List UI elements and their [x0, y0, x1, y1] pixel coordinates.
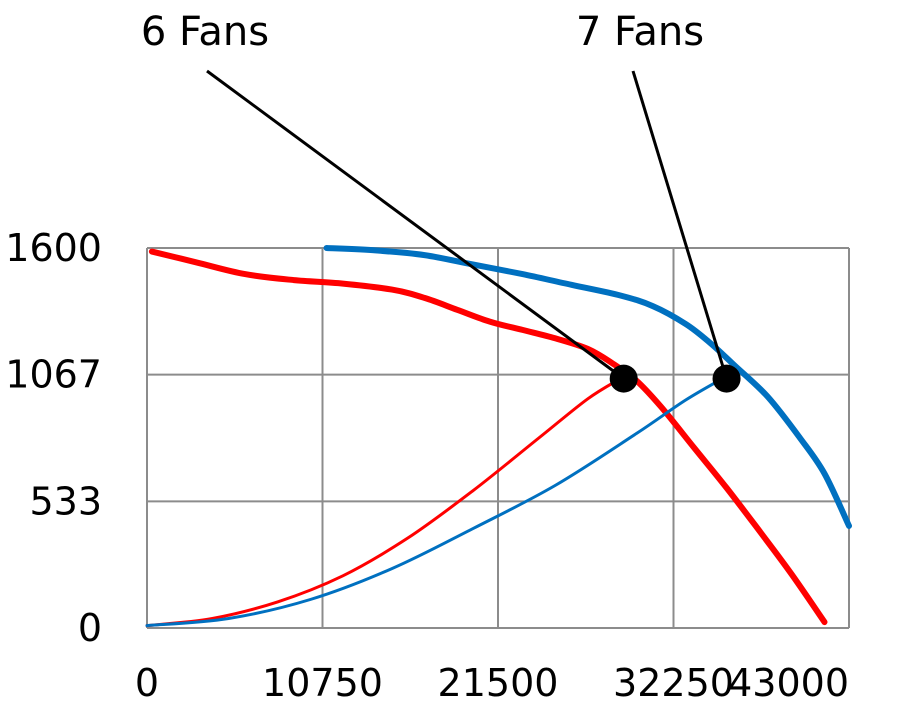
y-tick-label: 1600 — [5, 226, 102, 270]
series-lines — [145, 245, 852, 628]
gridlines — [146, 247, 850, 629]
callout-lines — [206, 69, 728, 380]
x-tick-label: 32250 — [613, 661, 734, 703]
system-curve-line-3 — [145, 374, 729, 628]
x-tick-label: 21500 — [438, 661, 559, 703]
y-tick-label: 0 — [78, 606, 102, 650]
annotations: 6 Fans 7 Fans — [141, 9, 704, 55]
fan-curve-line-0 — [323, 245, 852, 529]
intersection-marker-1 — [712, 364, 741, 393]
system-curve-line-2 — [145, 377, 622, 628]
intersection-marker-0 — [609, 364, 638, 393]
fan-curve-line-1 — [148, 248, 828, 626]
y-tick-label: 1067 — [5, 353, 102, 397]
x-tick-label: 10750 — [262, 661, 383, 703]
annotation-label-1: 7 Fans — [576, 9, 704, 55]
x-tick-label: 0 — [135, 661, 159, 703]
y-tick-label: 533 — [29, 479, 102, 523]
callout-line-0 — [206, 69, 625, 380]
x-tick-label: 43000 — [728, 661, 849, 703]
annotation-label-0: 6 Fans — [141, 9, 269, 55]
intersection-markers — [609, 364, 741, 393]
y-axis-tick-labels: 0 533 1067 1600 — [5, 226, 102, 650]
callout-line-1 — [631, 70, 728, 380]
